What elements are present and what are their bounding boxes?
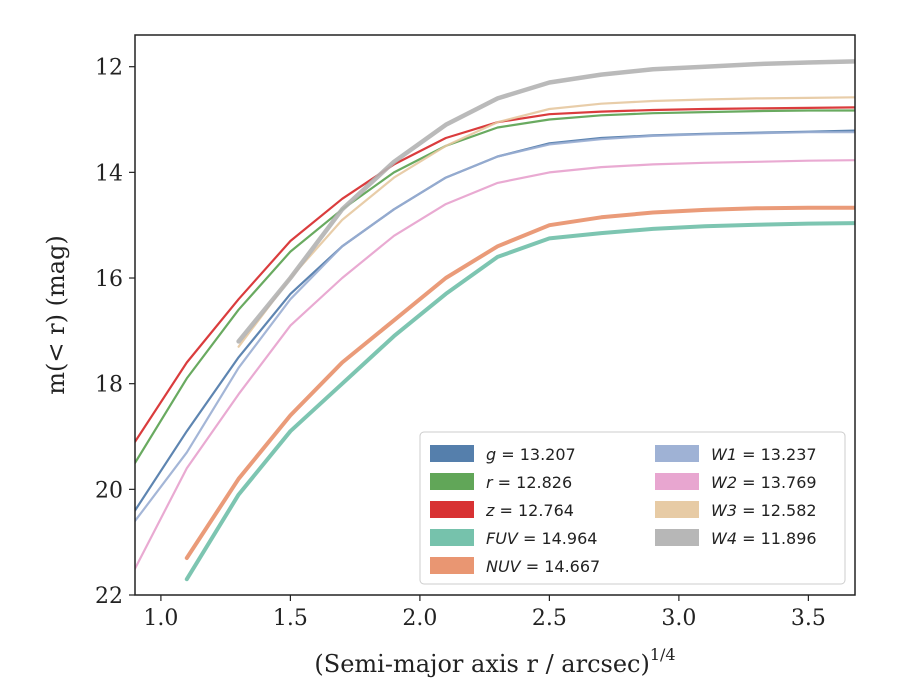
legend-label-w2: W2 = 13.769 [711,473,817,492]
series-layer [135,59,855,582]
legend: g = 13.207 r = 12.826 z = 12.764 FUV = 14.9… [419,431,846,585]
legend-label-w4: W4 = 11.896 [711,529,817,548]
legend-label-z: z = 12.764 [485,501,574,520]
y-tick-label: 16 [95,267,123,292]
series-line-fuv [184,221,855,582]
legend-label-fuv: FUV = 14.964 [486,529,597,548]
series-line-w3 [237,96,855,348]
ticks-layer: 1.0 1.5 2.0 2.5 3.0 3.5 12 14 16 18 20 22 [95,56,826,631]
y-tick-label: 22 [95,584,123,609]
y-tick-label: 20 [95,478,123,503]
legend-swatch-r [430,473,474,490]
y-tick-label: 14 [95,161,123,186]
legend-label-g: g = 13.207 [486,445,576,464]
series-line-w4 [236,59,855,344]
legend-swatch-w3 [655,501,699,518]
series-line-r [135,109,855,464]
legend-swatch-g [430,445,474,462]
x-tick-label: 3.0 [661,606,696,631]
x-axis-label-superscript: 1/4 [650,645,676,664]
y-axis-label: m(< r) (mag) [42,235,70,394]
legend-label-nuv: NUV = 14.667 [486,557,600,576]
x-tick-label: 3.5 [791,606,826,631]
x-tick-label: 1.5 [273,606,308,631]
legend-swatch-z [430,501,474,518]
legend-swatch-w2 [655,473,699,490]
x-tick-label: 2.5 [532,606,567,631]
legend-swatch-w4 [655,529,699,546]
legend-label-w1: W1 = 13.237 [711,445,817,464]
legend-swatch-fuv [430,529,474,546]
y-tick-label: 18 [95,373,123,398]
series-line-w1 [135,131,855,523]
legend-label-w3: W3 = 12.582 [711,501,817,520]
series-line-nuv [184,205,855,560]
plot-frame [134,34,856,596]
y-tick-label: 12 [95,56,123,81]
x-axis-label: (Semi-major axis r / arcsec)1/4 [314,645,675,678]
series-line-w2 [135,159,855,570]
x-tick-label: 2.0 [402,606,437,631]
legend-swatch-nuv [430,557,474,574]
legend-label-r: r = 12.826 [486,473,572,492]
legend-swatch-w1 [655,445,699,462]
x-tick-label: 1.0 [143,606,178,631]
legend-frame [419,431,846,585]
